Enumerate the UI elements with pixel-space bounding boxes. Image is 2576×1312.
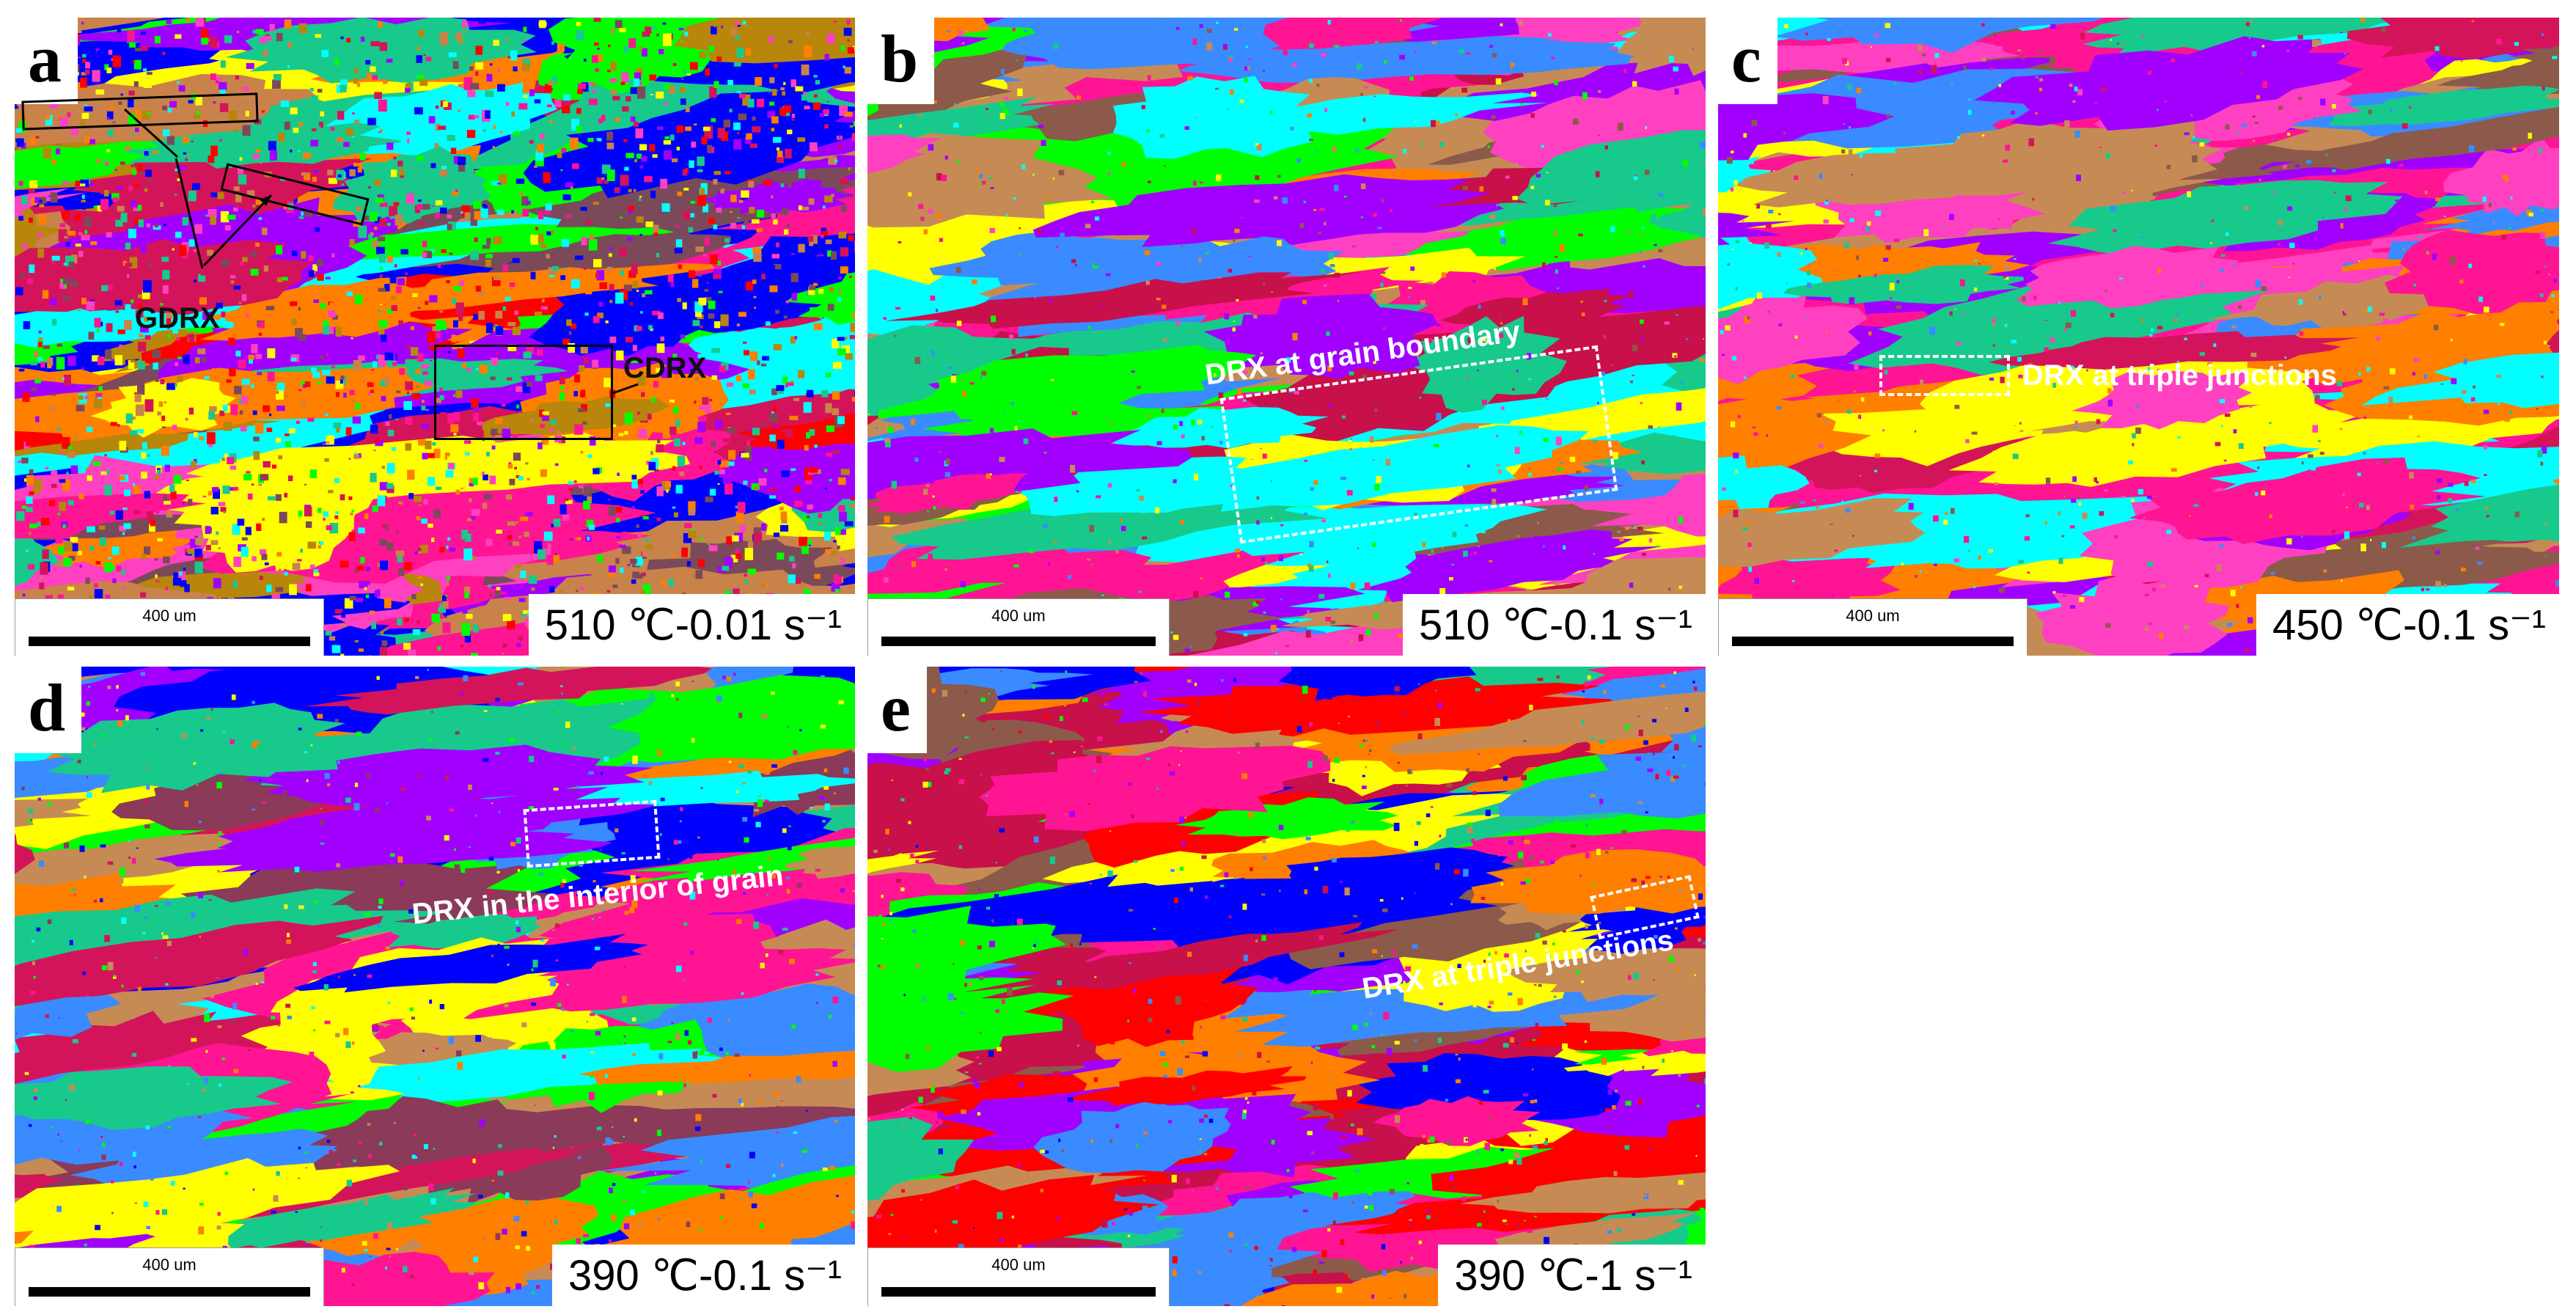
ebsd-map-panel-b: b DRX at grain boundary 400 um 510 ℃-0.1…: [867, 18, 1706, 656]
scale-bar-label: 400 um: [1846, 606, 1900, 625]
ebsd-map-panel-a: a GDRX CDRX 400 um 510 ℃-0.01 s⁻¹: [15, 18, 855, 656]
ebsd-map-panel-c: c DRX at triple junctions 400 um 450 ℃-0…: [1718, 18, 2559, 656]
gdrx-label: GDRX: [135, 302, 220, 334]
scale-bar: 400 um: [15, 598, 324, 656]
scale-bar: 400 um: [15, 1247, 324, 1306]
scale-bar-line: [29, 1287, 310, 1297]
scale-bar: 400 um: [867, 598, 1170, 656]
scale-bar: 400 um: [1718, 598, 2028, 656]
scale-bar-line: [881, 637, 1156, 646]
ebsd-map-panel-d: d DRX in the interior of grain 400 um 39…: [15, 667, 855, 1306]
deformation-condition: 390 ℃-1 s⁻¹: [1438, 1245, 1706, 1306]
deformation-condition: 450 ℃-0.1 s⁻¹: [2256, 594, 2559, 656]
scale-bar-label: 400 um: [991, 606, 1046, 625]
drx-region-box: [523, 799, 661, 868]
deformation-condition: 390 ℃-0.1 s⁻¹: [551, 1245, 855, 1306]
panel-letter: d: [15, 667, 82, 753]
scale-bar-line: [881, 1287, 1156, 1297]
scale-bar-label: 400 um: [991, 1256, 1046, 1274]
deformation-condition: 510 ℃-0.01 s⁻¹: [528, 594, 855, 656]
scale-bar-label: 400 um: [142, 1256, 197, 1274]
grain-orientation-map: [15, 667, 855, 1306]
drx-label: DRX at triple junctions: [2022, 359, 2337, 392]
ebsd-map-panel-e: e DRX at triple junctions 400 um 390 ℃-1…: [867, 667, 1706, 1306]
grain-orientation-map: [1718, 18, 2559, 656]
grain-orientation-map: [867, 18, 1706, 656]
scale-bar-label: 400 um: [142, 606, 197, 625]
cdrx-label: CDRX: [623, 352, 707, 384]
cdrx-region-box: [434, 345, 613, 440]
drx-region-box: [1879, 355, 2010, 396]
deformation-condition: 510 ℃-0.1 s⁻¹: [1402, 594, 1706, 656]
scale-bar-line: [1732, 637, 2014, 646]
panel-letter: a: [15, 18, 78, 104]
grain-orientation-map: [867, 667, 1706, 1306]
panel-letter: e: [867, 667, 927, 753]
scale-bar-line: [29, 637, 310, 646]
panel-letter: b: [867, 18, 935, 104]
panel-letter: c: [1718, 18, 1777, 104]
scale-bar: 400 um: [867, 1247, 1170, 1306]
